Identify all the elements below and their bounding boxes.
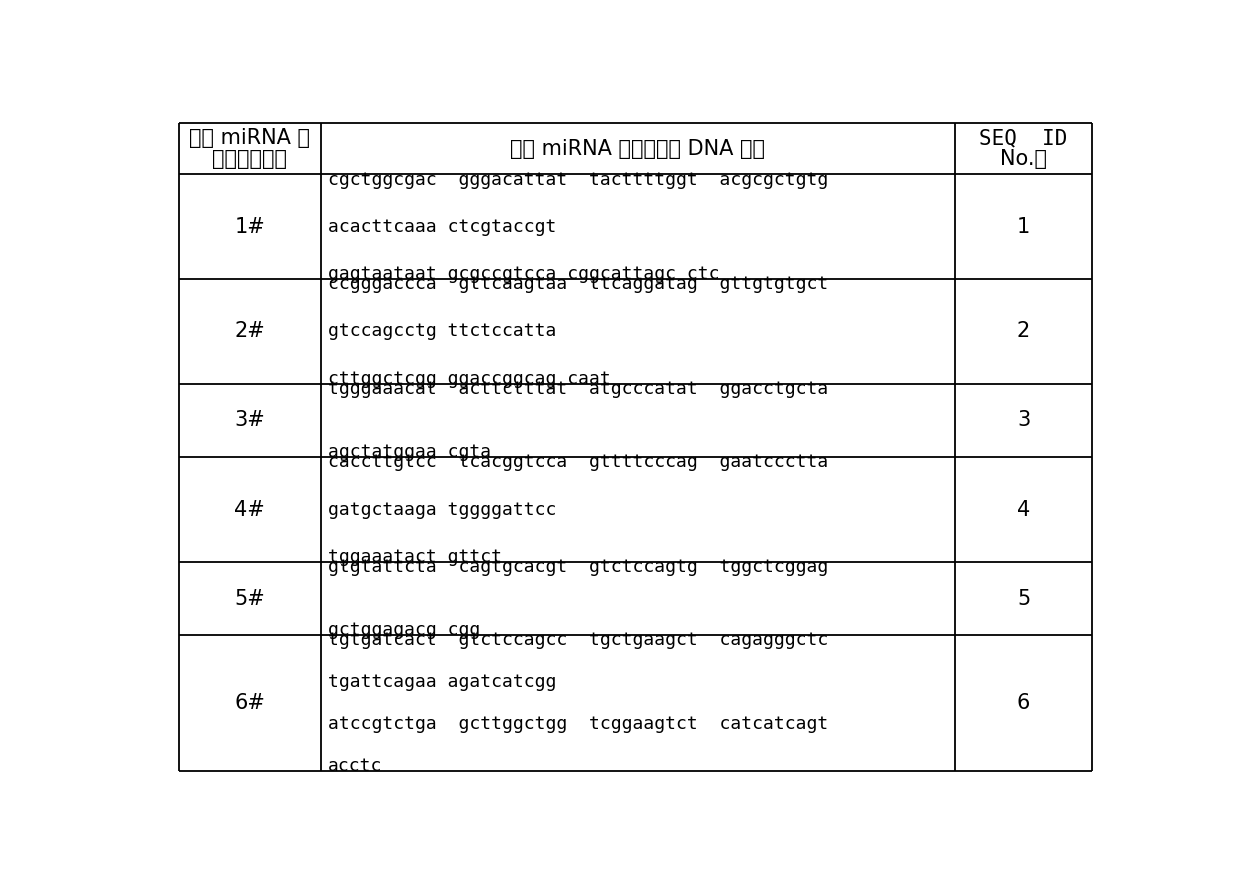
- Text: gatgctaaga tggggattcc: gatgctaaga tggggattcc: [329, 500, 557, 519]
- Text: 向序列的编号: 向序列的编号: [212, 149, 288, 169]
- Text: gtccagcctg ttctccatta: gtccagcctg ttctccatta: [329, 323, 557, 340]
- Text: 心肌 miRNA 靶向序列的 DNA 序列: 心肌 miRNA 靶向序列的 DNA 序列: [511, 138, 765, 159]
- Text: atccgtctga  gcttggctgg  tcggaagtct  catcatcagt: atccgtctga gcttggctgg tcggaagtct catcatc…: [329, 715, 828, 733]
- Text: SEQ  ID: SEQ ID: [980, 128, 1068, 148]
- Text: tgattcagaa agatcatcgg: tgattcagaa agatcatcgg: [329, 673, 557, 691]
- Text: 3#: 3#: [234, 410, 265, 430]
- Text: No.：: No.：: [999, 149, 1047, 169]
- Text: caccttgtcc  tcacggtcca  gttttcccag  gaatccctta: caccttgtcc tcacggtcca gttttcccag gaatccc…: [329, 453, 828, 471]
- Text: 5: 5: [1017, 588, 1030, 609]
- Text: 心肌 miRNA 靶: 心肌 miRNA 靶: [190, 128, 310, 148]
- Text: 6#: 6#: [234, 693, 265, 714]
- Text: tgtgatcact  gtctccagcc  tgctgaagct  cagagggctc: tgtgatcact gtctccagcc tgctgaagct cagaggg…: [329, 632, 828, 649]
- Text: ccgggaccca  gttcaagtaa  ttcaggatag  gttgtgtgct: ccgggaccca gttcaagtaa ttcaggatag gttgtgt…: [329, 275, 828, 294]
- Text: gagtaataat gcgccgtcca cggcattagc ctc: gagtaataat gcgccgtcca cggcattagc ctc: [329, 265, 719, 283]
- Text: 5#: 5#: [234, 588, 265, 609]
- Text: gctggagacg cgg: gctggagacg cgg: [329, 621, 480, 639]
- Text: 6: 6: [1017, 693, 1030, 714]
- Text: 4#: 4#: [234, 499, 265, 519]
- Text: 4: 4: [1017, 499, 1030, 519]
- Text: tgggaaacat  acttctttat  atgcccatat  ggacctgcta: tgggaaacat acttctttat atgcccatat ggacctg…: [329, 380, 828, 398]
- Text: gtgtattcta  cagtgcacgt  gtctccagtg  tggctcggag: gtgtattcta cagtgcacgt gtctccagtg tggctcg…: [329, 558, 828, 576]
- Text: cgctggcgac  gggacattat  tacttttggt  acgcgctgtg: cgctggcgac gggacattat tacttttggt acgcgct…: [329, 170, 828, 189]
- Text: acacttcaaa ctcgtaccgt: acacttcaaa ctcgtaccgt: [329, 218, 557, 235]
- Text: 1#: 1#: [234, 217, 265, 236]
- Text: 2: 2: [1017, 321, 1030, 341]
- Text: 3: 3: [1017, 410, 1030, 430]
- Text: tggaaatact gttct: tggaaatact gttct: [329, 548, 502, 565]
- Text: cttggctcgg ggaccggcag caat: cttggctcgg ggaccggcag caat: [329, 370, 611, 387]
- Text: agctatggaa cgta: agctatggaa cgta: [329, 443, 491, 461]
- Text: 1: 1: [1017, 217, 1030, 236]
- Text: acctc: acctc: [329, 757, 383, 775]
- Text: 2#: 2#: [234, 321, 265, 341]
